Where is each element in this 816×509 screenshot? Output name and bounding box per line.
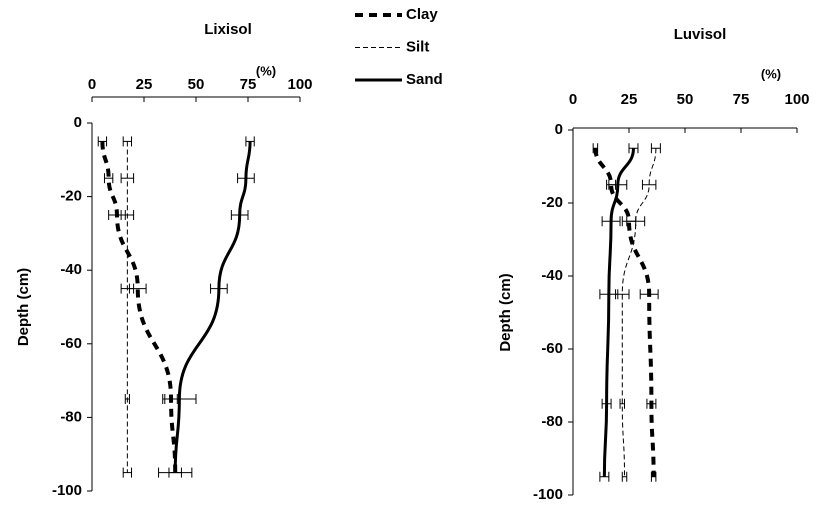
chart-title: Lixisol: [204, 21, 252, 38]
y-tick-label: -40: [60, 261, 82, 278]
series-line: [100, 141, 178, 473]
x-tick-label: 75: [240, 76, 257, 93]
x-tick-label: 0: [88, 76, 96, 93]
y-tick-label: -60: [60, 335, 82, 352]
y-tick-label: -80: [541, 413, 563, 430]
y-tick-label: -60: [541, 340, 563, 357]
y-tick-label: -20: [60, 188, 82, 205]
x-tick-label: 50: [677, 91, 694, 108]
y-tick-label: -40: [541, 267, 563, 284]
legend-label: Sand: [406, 71, 443, 88]
y-tick-label: 0: [555, 121, 563, 138]
series-line: [621, 148, 657, 477]
series-line: [602, 148, 635, 477]
y-axis-label: Depth (cm): [497, 273, 514, 351]
chart-title: Luvisol: [674, 26, 727, 43]
y-tick-label: 0: [74, 114, 82, 131]
x-axis-label: (%): [761, 66, 781, 81]
y-tick-label: -100: [52, 482, 82, 499]
x-tick-label: 25: [621, 91, 638, 108]
y-axis-label: Depth (cm): [15, 268, 32, 346]
series-line: [593, 148, 656, 477]
x-tick-label: 75: [733, 91, 750, 108]
x-axis-label: (%): [256, 63, 276, 78]
legend-label: Silt: [406, 38, 429, 55]
y-tick-label: -20: [541, 194, 563, 211]
y-tick-label: -100: [533, 486, 563, 503]
x-tick-label: 50: [188, 76, 205, 93]
x-tick-label: 0: [569, 91, 577, 108]
x-tick-label: 100: [287, 76, 312, 93]
legend-label: Clay: [406, 6, 438, 23]
y-tick-label: -80: [60, 408, 82, 425]
series-line: [173, 141, 252, 473]
x-tick-label: 25: [136, 76, 153, 93]
x-tick-label: 100: [784, 91, 809, 108]
